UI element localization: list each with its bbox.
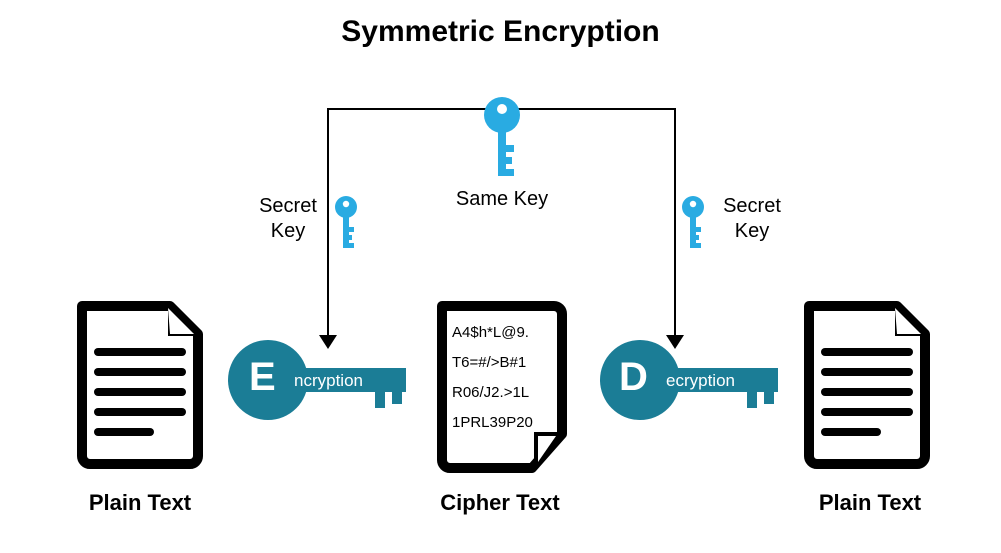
- cipher-line-1: A4$h*L@9.: [452, 324, 529, 341]
- decryption-rest-text: ecryption: [666, 371, 735, 391]
- document-plain-right-icon: [797, 300, 937, 475]
- document-plain-left-icon: [70, 300, 210, 475]
- cipher-line-2: T6=#/>B#1: [452, 354, 526, 371]
- connector-right-vertical: [674, 108, 676, 340]
- secret-key-left-label-1: Secret: [248, 195, 328, 218]
- page-title: Symmetric Encryption: [0, 15, 1001, 49]
- same-key-icon: [480, 95, 524, 190]
- plain-text-right-caption: Plain Text: [790, 490, 950, 516]
- secret-key-left-icon: [331, 195, 361, 258]
- decryption-big-letter: D: [619, 355, 648, 400]
- encryption-badge: E ncryption: [220, 335, 420, 430]
- decryption-badge: D ecryption: [592, 335, 792, 430]
- plain-text-left-caption: Plain Text: [60, 490, 220, 516]
- diagram-canvas: Symmetric Encryption Same Key Se: [0, 0, 1001, 553]
- secret-key-right-icon: [678, 195, 708, 258]
- secret-key-right-label-2: Key: [712, 220, 792, 243]
- same-key-label: Same Key: [430, 188, 574, 211]
- cipher-text-caption: Cipher Text: [420, 490, 580, 516]
- secret-key-left-label-2: Key: [248, 220, 328, 243]
- secret-key-right-label-1: Secret: [712, 195, 792, 218]
- encryption-rest-text: ncryption: [294, 371, 363, 391]
- cipher-line-4: 1PRL39P20: [452, 414, 533, 431]
- cipher-line-3: R06/J2.>1L: [452, 384, 529, 401]
- encryption-big-letter: E: [249, 355, 276, 400]
